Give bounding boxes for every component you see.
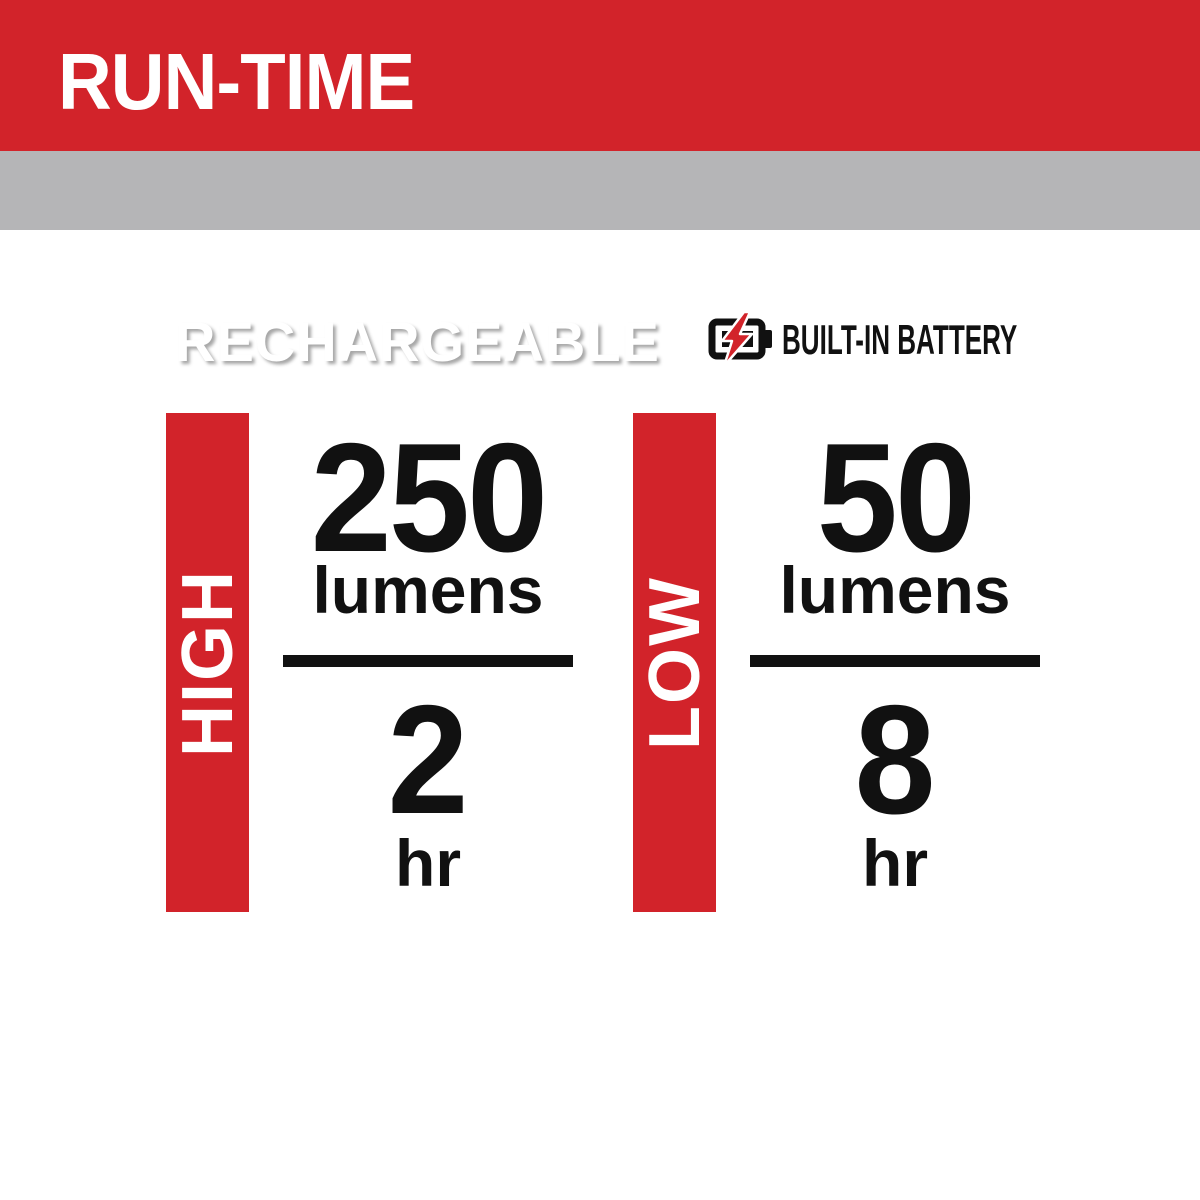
battery-charging-icon (708, 311, 772, 367)
high-fraction-line (283, 655, 573, 667)
red-title-banner: RUN-TIME (0, 0, 1200, 151)
low-time-unit: hr (862, 826, 928, 900)
low-lumens-value: 50 (816, 411, 976, 584)
high-lumens-unit: lumens (312, 553, 544, 627)
vertical-divider (687, 308, 691, 372)
high-lumens-value: 250 (310, 411, 548, 584)
high-mode-values: 250 lumens 2 hr (268, 0, 588, 1200)
low-mode-bar: LOW (633, 413, 716, 912)
high-time-value: 2 (387, 673, 469, 846)
page-title: RUN-TIME (58, 37, 415, 126)
low-fraction-line (750, 655, 1040, 667)
high-time-unit: hr (395, 826, 461, 900)
rechargeable-label: RECHARGEABLE (175, 310, 660, 373)
low-lumens-unit: lumens (779, 553, 1011, 627)
built-in-battery-label: BUILT-IN BATTERY (782, 316, 1018, 363)
low-mode-values: 50 lumens 8 hr (735, 0, 1055, 1200)
gray-sub-banner: RECHARGEABLE BUILT-IN BATTERY (0, 151, 1200, 372)
low-time-value: 8 (854, 673, 936, 846)
high-mode-bar: HIGH (166, 413, 249, 912)
low-mode-label: LOW (634, 575, 715, 750)
high-mode-label: HIGH (167, 568, 248, 757)
